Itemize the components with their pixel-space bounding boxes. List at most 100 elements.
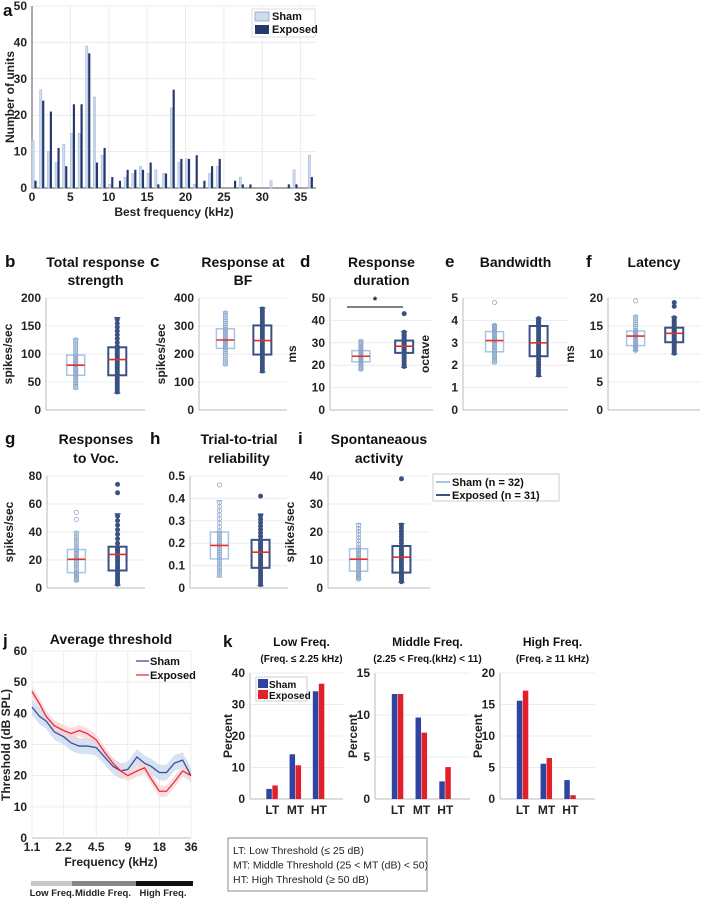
y-tick-label: 150: [21, 319, 41, 333]
frequency-band-label: Middle Freq.: [75, 888, 131, 898]
legend-label: Exposed: [272, 24, 318, 36]
y-tick-label: 0: [451, 403, 458, 417]
bar-sham: [154, 169, 158, 189]
panel-label: e: [445, 252, 454, 271]
y-axis-label: octave: [418, 335, 432, 373]
data-point: [222, 310, 228, 316]
data-point: [356, 541, 362, 547]
frequency-band-bar: [31, 881, 72, 886]
y-axis-label: spikes/sec: [1, 323, 15, 384]
y-tick-label: 20: [590, 291, 604, 305]
bar-sham: [108, 184, 112, 189]
confidence-band: [32, 685, 191, 797]
x-tick-label: 36: [184, 840, 198, 854]
subplot-subtitle: (2.25 < Freq.(kHz) < 11): [373, 654, 481, 665]
panel-label: f: [586, 252, 592, 271]
bar-exposed: [126, 169, 129, 188]
y-tick-label: 0: [363, 792, 370, 806]
bar-sham: [39, 89, 43, 189]
bar-exposed: [421, 732, 428, 799]
x-tick-label: MT: [287, 803, 305, 817]
data-point: [356, 532, 362, 538]
bar-exposed: [295, 765, 302, 799]
y-axis-label: ms: [563, 345, 577, 363]
data-point: [216, 561, 222, 567]
data-point: [73, 535, 79, 541]
x-tick-label: LT: [265, 803, 279, 817]
bar-exposed: [397, 694, 404, 799]
bar-exposed: [95, 162, 99, 188]
x-tick-label: 15: [140, 190, 154, 204]
legend-swatch-sham: [258, 679, 268, 688]
frequency-band-label: High Freq.: [140, 888, 187, 898]
bar-sham: [123, 176, 127, 189]
x-tick-label: HT: [437, 803, 454, 817]
data-point: [216, 534, 222, 540]
plot-area: [463, 298, 568, 410]
bar-exposed: [234, 180, 237, 188]
subplot-title: High Freq.: [523, 635, 582, 649]
data-point: [222, 328, 228, 334]
outlier-point: [73, 516, 79, 522]
data-point: [491, 322, 497, 328]
bar-exposed: [218, 158, 221, 188]
panel-title: reliability: [208, 450, 270, 466]
outlier-point: [115, 490, 121, 496]
x-tick-label: 2.2: [55, 840, 72, 854]
x-tick-label: 30: [256, 190, 270, 204]
y-tick-label: 5: [451, 291, 458, 305]
y-tick-label: 10: [357, 708, 371, 722]
y-tick-label: 40: [312, 313, 326, 327]
y-tick-label: 0.2: [168, 536, 185, 550]
data-point: [114, 317, 120, 323]
bar-sham: [269, 180, 273, 189]
y-tick-label: 30: [232, 698, 246, 712]
panel-title: duration: [354, 272, 410, 288]
data-point: [73, 376, 79, 382]
data-point: [73, 561, 79, 567]
data-point: [356, 535, 362, 541]
data-point: [216, 539, 222, 545]
y-tick-label: 20: [29, 553, 43, 567]
y-axis-label: spikes/sec: [154, 323, 168, 384]
y-tick-label: 0: [316, 581, 323, 595]
bar-sham: [139, 165, 142, 189]
bar-sham: [266, 788, 272, 799]
y-tick-label: 20: [232, 729, 246, 743]
y-tick-label: 20: [14, 769, 28, 783]
bar-exposed: [57, 147, 60, 188]
data-point: [222, 346, 228, 352]
y-tick-label: 20: [310, 525, 324, 539]
data-point: [73, 537, 79, 543]
y-tick-label: 50: [28, 375, 42, 389]
outlier-point: [73, 509, 79, 515]
bar-exposed: [65, 166, 68, 188]
x-tick-label: MT: [413, 803, 431, 817]
x-axis-label: Best frequency (kHz): [114, 205, 233, 219]
panel-label: h: [150, 429, 160, 448]
data-point: [536, 316, 542, 322]
bar-sham: [162, 173, 165, 189]
y-tick-label: 3: [451, 336, 458, 350]
y-tick-label: 0.4: [168, 491, 185, 505]
panel-title: Trial-to-trial: [200, 431, 277, 447]
data-point: [216, 536, 222, 542]
y-tick-label: 30: [312, 336, 326, 350]
data-point: [216, 551, 222, 557]
legend-swatch-exposed: [258, 690, 268, 699]
y-axis-label: Percent: [471, 714, 485, 758]
legend-label: Sham: [150, 656, 180, 668]
bar-sham: [100, 154, 104, 189]
bar-sham: [238, 176, 242, 189]
panel-label: c: [150, 252, 159, 271]
bar-exposed: [546, 758, 553, 799]
data-point: [73, 570, 79, 576]
bar-sham: [54, 162, 58, 189]
bar-exposed: [80, 104, 83, 188]
bar-exposed: [149, 162, 152, 188]
y-axis-label: spikes/sec: [2, 501, 16, 562]
x-tick-label: LT: [391, 803, 405, 817]
y-axis-label: spikes/sec: [283, 501, 297, 562]
data-point: [73, 542, 79, 548]
panel-label: d: [300, 252, 310, 271]
